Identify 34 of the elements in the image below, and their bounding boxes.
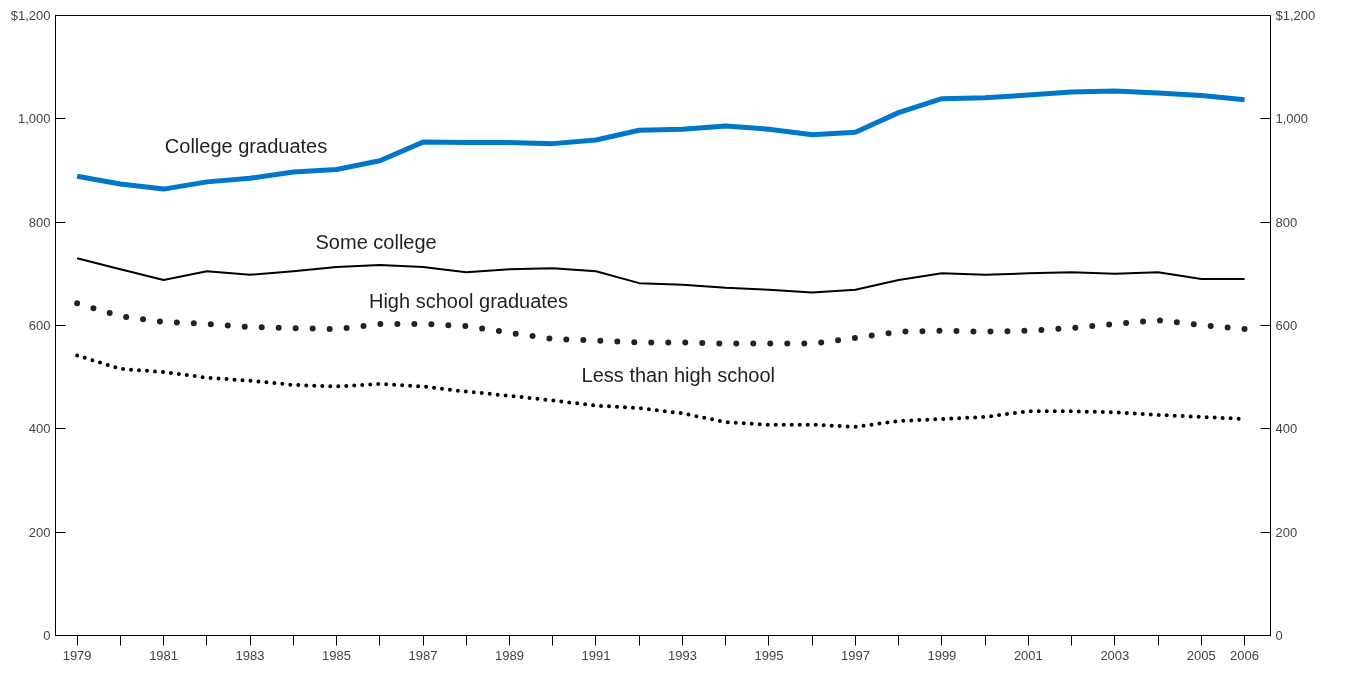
y-tick-label: 400 — [28, 421, 51, 437]
y-tick-label: 1,000 — [17, 111, 51, 127]
x-tick-label: 1983 — [235, 647, 265, 663]
x-tick-label: 2003 — [1100, 647, 1130, 663]
y2-tick-label: 0 — [1275, 628, 1283, 643]
y2-tick-label: $1,200 — [1275, 8, 1316, 23]
x-tick-label: 1995 — [754, 647, 784, 663]
x-tick-label: 1993 — [668, 647, 697, 663]
y2-tick-label: 1,000 — [1275, 111, 1309, 127]
x-tick-label: 1991 — [581, 647, 611, 663]
y-tick-label: $1,200 — [10, 8, 51, 23]
y-tick-label: 200 — [28, 524, 51, 540]
x-tick-label: 1979 — [62, 647, 92, 663]
y-tick-label: 600 — [28, 318, 51, 333]
x-tick-label: 1997 — [840, 647, 870, 663]
y-tick-label: 800 — [28, 214, 51, 230]
y2-tick-label: 200 — [1275, 524, 1298, 540]
annotation: College graduates — [164, 134, 328, 157]
y2-tick-label: 400 — [1275, 421, 1298, 437]
x-tick-label: 1989 — [495, 647, 524, 663]
y2-tick-label: 600 — [1275, 318, 1298, 333]
x-tick-label: 1999 — [927, 647, 957, 663]
annotation: Less than high school — [581, 364, 776, 387]
y-tick-label: 0 — [43, 628, 51, 643]
x-tick-label: 1985 — [322, 647, 352, 663]
line-series — [76, 257, 1246, 294]
x-tick-label: 2005 — [1186, 647, 1216, 663]
x-tick-label: 1981 — [149, 647, 179, 663]
x-tick-label: 1987 — [408, 647, 438, 663]
x-tick-label: 2001 — [1013, 647, 1043, 663]
x-tick-label: 2006 — [1230, 647, 1260, 663]
annotation: High school graduates — [368, 289, 568, 312]
y2-tick-label: 800 — [1275, 214, 1298, 230]
annotation: Some college — [315, 230, 437, 253]
